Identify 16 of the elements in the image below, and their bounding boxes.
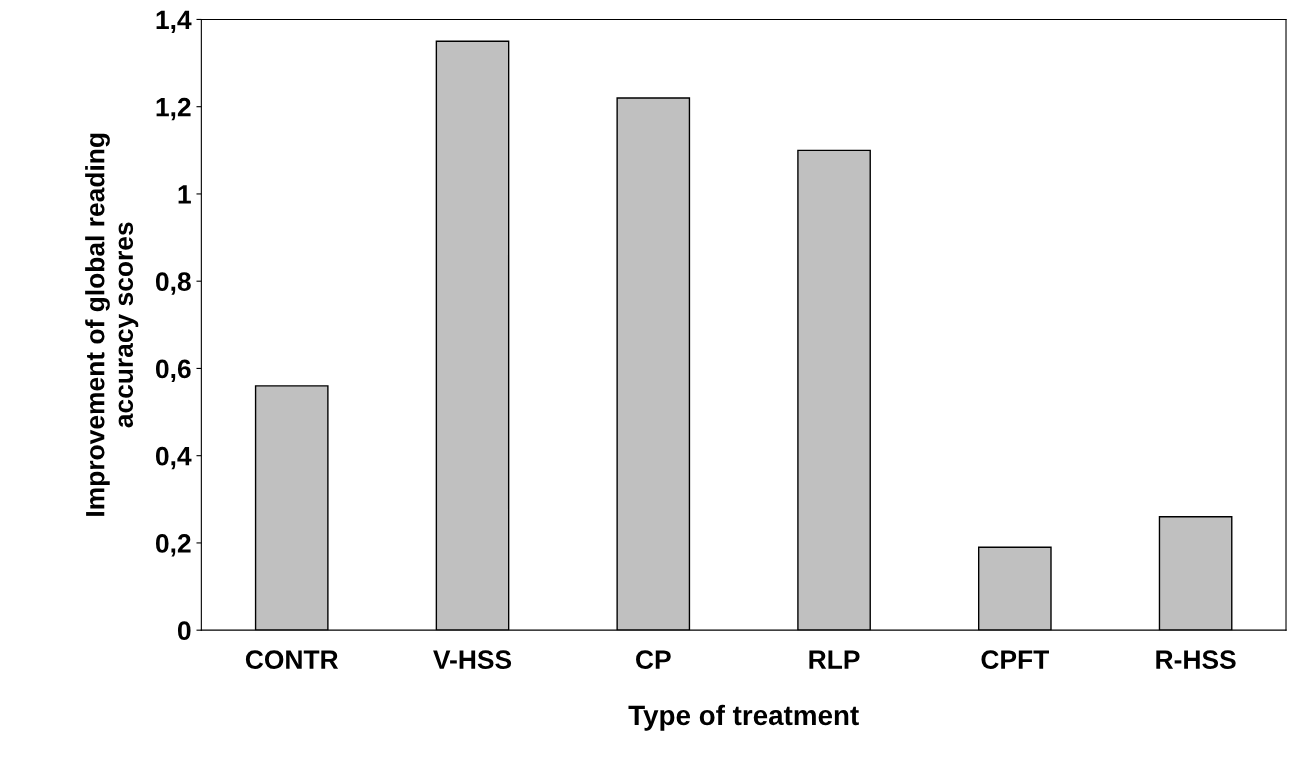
y-axis-title: Improvement of global reading accuracy scores <box>85 133 139 516</box>
x-axis-title: Type of treatment <box>628 704 859 731</box>
y-tick-label: 0,8 <box>155 272 191 295</box>
x-tick-label: V-HSS <box>433 650 512 670</box>
x-tick-label: CP <box>636 650 671 670</box>
x-tick-label: CONTR <box>245 650 339 670</box>
x-tick-label: RLP <box>809 650 860 669</box>
x-tick-label: R-HSS <box>1156 650 1236 670</box>
y-tick-label: 0,6 <box>155 359 191 383</box>
y-tick-label: 1,4 <box>156 10 192 34</box>
y-tick-label: 1 <box>178 185 191 204</box>
y-tick-label: 0,2 <box>155 534 191 557</box>
y-tick-label: 0,4 <box>155 446 192 470</box>
y-tick-label: 0 <box>177 621 191 640</box>
x-tick-label: CPFT <box>981 650 1050 670</box>
y-tick-label: 1,2 <box>156 97 191 121</box>
